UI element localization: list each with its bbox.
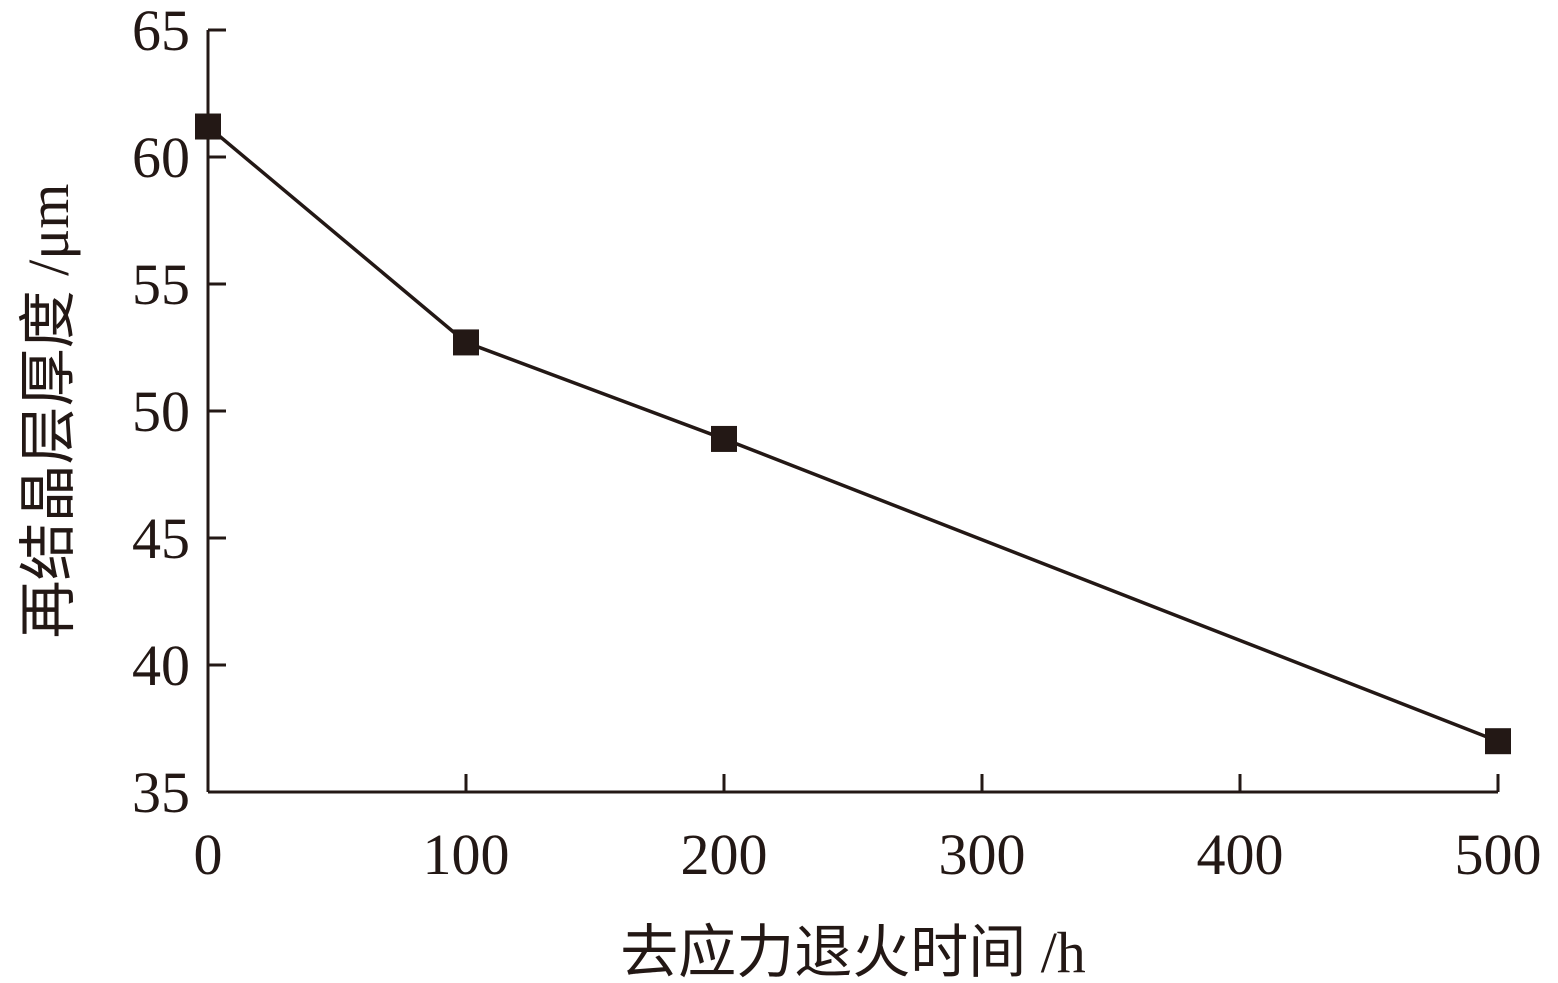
y-tick-label: 65 [132, 0, 190, 63]
data-point-marker [453, 329, 479, 356]
y-tick-label: 35 [132, 760, 190, 825]
x-tick-label: 500 [1455, 822, 1542, 887]
x-tick-label: 0 [194, 822, 223, 887]
x-tick-label: 100 [423, 822, 510, 887]
y-tick-label: 50 [132, 379, 190, 444]
series [195, 113, 1511, 755]
data-point-marker [711, 425, 737, 452]
y-tick-label: 60 [132, 125, 190, 190]
x-tick-label: 300 [939, 822, 1026, 887]
x-tick-label: 400 [1197, 822, 1284, 887]
data-point-marker [1485, 728, 1511, 755]
data-point-marker [195, 113, 221, 140]
y-tick-label: 45 [132, 506, 190, 571]
y-tick-label: 40 [132, 633, 190, 698]
axes [206, 30, 1498, 794]
series-line [206, 125, 1499, 743]
ticks: 0 100 200 300 400 500 35 40 45 50 55 60 65 [132, 0, 1542, 887]
y-axis-label: 再结晶层厚度 /μm [16, 184, 81, 639]
y-tick-label: 55 [132, 252, 190, 317]
x-axis-label: 去应力退火时间 /h [620, 920, 1086, 983]
x-tick-label: 200 [681, 822, 768, 887]
